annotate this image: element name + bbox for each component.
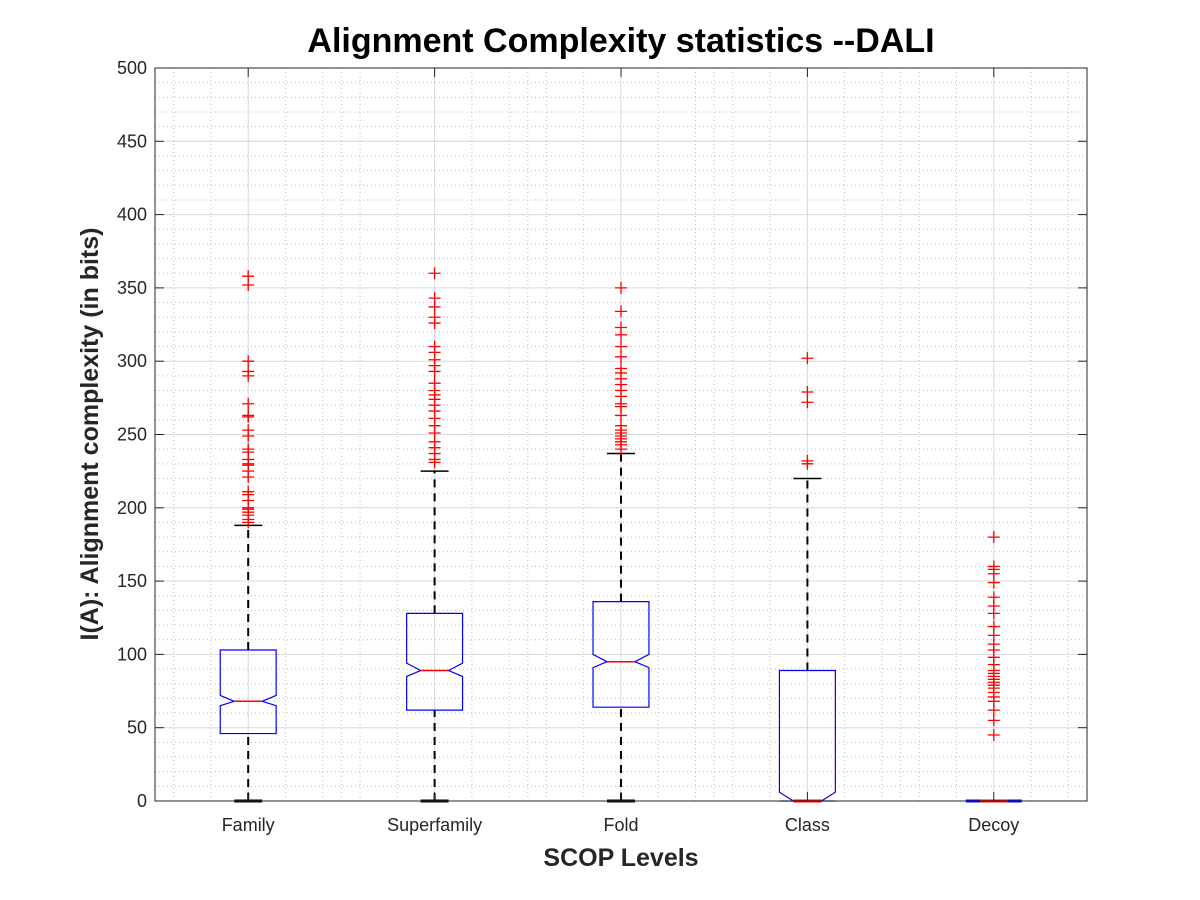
outlier-point (987, 729, 1000, 742)
outlier-point (242, 355, 255, 368)
box-body (592, 601, 650, 708)
y-tick-label: 200 (117, 498, 147, 518)
y-axis-label: I(A): Alignment complexity (in bits) (76, 228, 104, 641)
outlier-point (242, 270, 255, 283)
x-tick-label: Fold (603, 815, 638, 835)
outlier-point (987, 531, 1000, 544)
outlier-point (987, 620, 1000, 633)
x-tick-label: Decoy (968, 815, 1019, 835)
outlier-point (428, 377, 441, 390)
outlier-point (242, 424, 255, 437)
outliers (428, 267, 441, 469)
outliers (801, 352, 814, 470)
outlier-point (987, 560, 1000, 573)
y-tick-label: 250 (117, 425, 147, 445)
box-body (406, 612, 464, 711)
outlier-point (615, 340, 627, 353)
outlier-point (615, 419, 627, 432)
outlier-point (987, 591, 1000, 604)
box-body (219, 649, 277, 735)
y-tick-label: 450 (117, 131, 147, 151)
chart-title: Alignment Complexity statistics --DALI (307, 22, 934, 60)
x-tick-label: Class (785, 815, 830, 835)
y-axis: 0 50 100 150 200 250 300 350 400 450 500 (117, 58, 1087, 811)
outliers (615, 281, 627, 456)
outlier-point (987, 714, 1000, 727)
outlier-point (615, 350, 627, 363)
outlier-point (242, 485, 255, 498)
outlier-point (801, 385, 814, 398)
x-tick-label: Family (222, 815, 275, 835)
outlier-point (428, 292, 441, 305)
box-group-superfamily (406, 267, 464, 803)
box-group-fold (592, 281, 650, 803)
y-tick-label: 100 (117, 644, 147, 664)
minor-grid (155, 68, 1087, 801)
outlier-point (801, 454, 814, 467)
outlier-point (428, 340, 441, 353)
outlier-point (242, 397, 255, 410)
x-tick-label: Superfamily (387, 815, 482, 835)
y-tick-label: 350 (117, 278, 147, 298)
outliers (987, 531, 1000, 742)
outlier-point (428, 311, 441, 324)
x-axis: Family Superfamily Fold Class Decoy (222, 68, 1019, 835)
y-tick-label: 0 (137, 791, 147, 811)
outlier-point (242, 365, 255, 378)
outlier-point (615, 305, 627, 318)
x-axis-label: SCOP Levels (543, 844, 698, 872)
y-tick-label: 500 (117, 58, 147, 78)
y-tick-label: 300 (117, 351, 147, 371)
outlier-point (615, 321, 627, 334)
outlier-point (615, 362, 627, 375)
outlier-point (242, 409, 255, 422)
outlier-point (428, 267, 441, 280)
y-tick-label: 400 (117, 205, 147, 225)
outliers (242, 270, 255, 529)
outlier-point (801, 352, 814, 365)
outlier-point (242, 443, 255, 456)
outlier-point (801, 396, 814, 409)
y-tick-label: 150 (117, 571, 147, 591)
outlier-point (615, 281, 627, 294)
y-tick-label: 50 (127, 718, 147, 738)
